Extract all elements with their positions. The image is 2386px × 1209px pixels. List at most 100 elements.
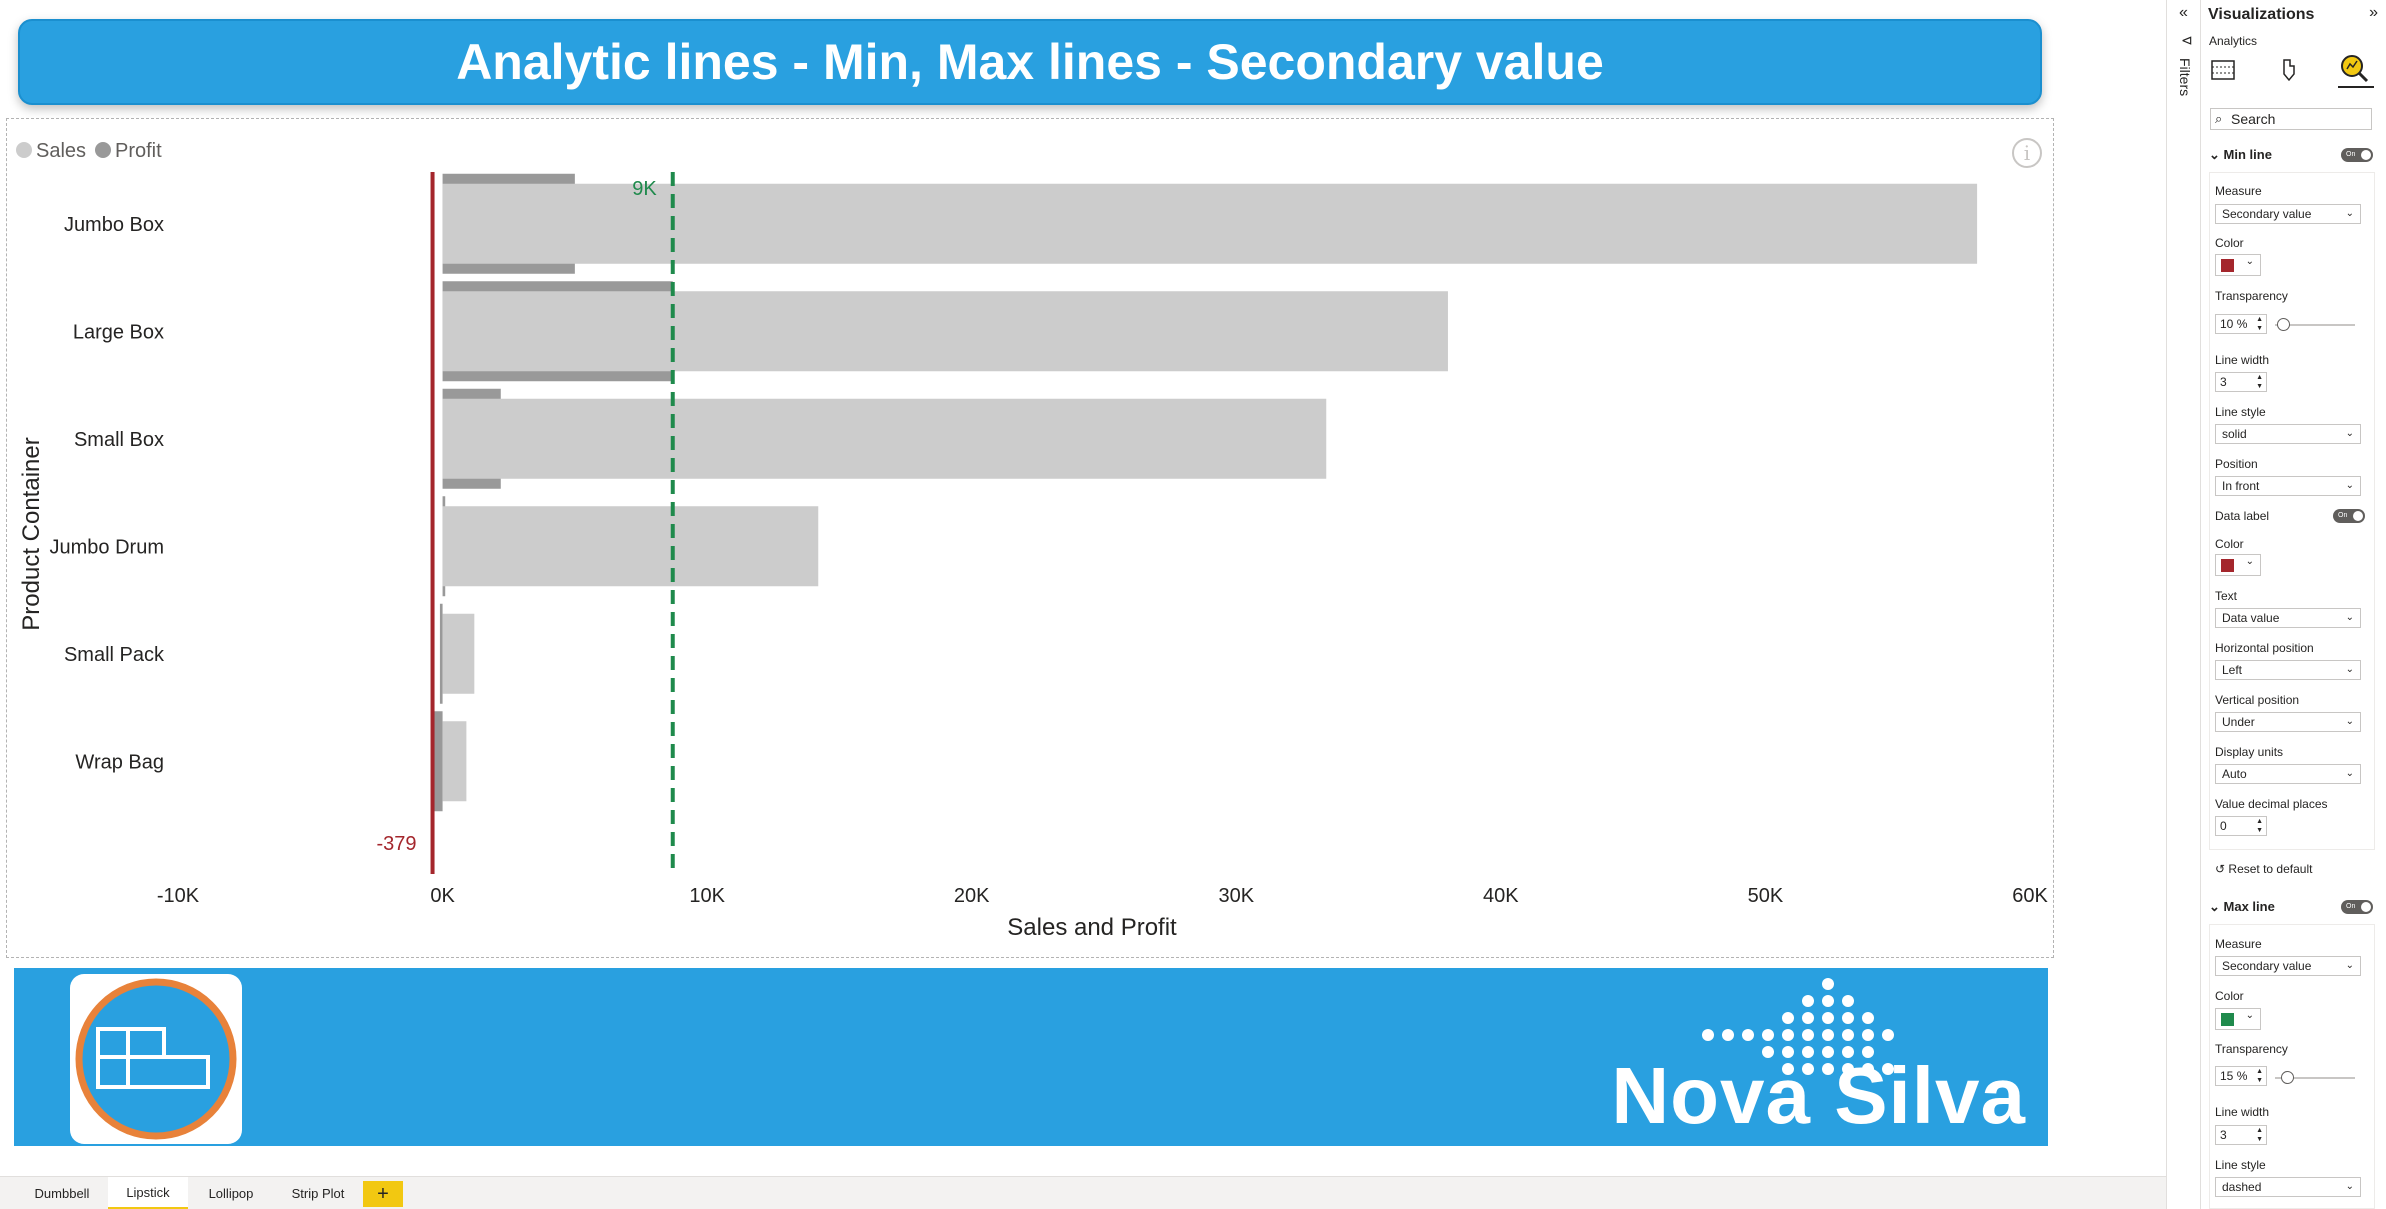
min-line-header[interactable]: ⌄ Min line — [2209, 147, 2272, 162]
x-axis-title: Sales and Profit — [1007, 914, 1177, 941]
min-transparency-slider[interactable] — [2275, 318, 2355, 331]
logo-dot — [1782, 1029, 1794, 1041]
add-page-button[interactable]: + — [363, 1181, 403, 1207]
info-icon[interactable]: i — [2012, 138, 2042, 168]
visualizations-pane: Visualizations » Analytics ⌕ Search ⌄ Mi… — [2200, 0, 2386, 1209]
tab-lollipop[interactable]: Lollipop — [208, 1186, 254, 1201]
fields-icon[interactable] — [2209, 56, 2237, 84]
tab-dumbbell[interactable]: Dumbbell — [34, 1186, 90, 1201]
chevron-down-icon: ⌄ — [2245, 556, 2254, 567]
x-tick-label: 50K — [1748, 885, 1784, 907]
min-transparency-input[interactable]: 10 % ▲ ▼ — [2215, 314, 2267, 334]
logo-dot — [1862, 1046, 1874, 1058]
max-transparency-input[interactable]: 15 % ▲ ▼ — [2215, 1066, 2267, 1086]
min-linestyle-label: Line style — [2215, 405, 2266, 419]
pane-subtitle: Analytics — [2209, 34, 2258, 48]
max-linewidth-input[interactable]: 3 ▲ ▼ — [2215, 1125, 2267, 1145]
color-swatch — [2221, 559, 2234, 572]
dl-text-dropdown[interactable]: Data value ⌄ — [2215, 608, 2361, 628]
spinner-icon[interactable]: ▲ ▼ — [2256, 818, 2263, 834]
analytics-magnifier-icon — [2341, 55, 2369, 83]
max-transparency-label: Transparency — [2215, 1042, 2288, 1056]
logo-dot — [1862, 1029, 1874, 1041]
logo-dot — [1822, 978, 1834, 990]
legend-marker-profit — [95, 142, 111, 158]
slider-knob[interactable] — [2281, 1071, 2294, 1084]
chart-legend[interactable]: Sales Profit — [16, 140, 162, 162]
max-measure-dropdown[interactable]: Secondary value ⌄ — [2215, 956, 2361, 976]
tab-lipstick[interactable]: Lipstick — [108, 1177, 188, 1209]
reset-to-default-link[interactable]: ↺ Reset to default — [2215, 862, 2313, 876]
search-input[interactable]: ⌕ Search — [2210, 108, 2372, 130]
category-label: Jumbo Drum — [50, 536, 164, 558]
logo-dot — [1762, 1046, 1774, 1058]
spinner-icon[interactable]: ▲ ▼ — [2256, 1127, 2263, 1143]
color-swatch — [2221, 259, 2234, 272]
category-label: Large Box — [73, 321, 164, 343]
lipstick-logo-icon — [75, 978, 237, 1140]
x-tick-labels: -10K 0K 10K 20K 30K 40K 50K 60K — [157, 885, 2049, 907]
min-transparency-label: Transparency — [2215, 289, 2288, 303]
logo-dot — [1722, 1029, 1734, 1041]
max-line-header[interactable]: ⌄ Max line — [2209, 899, 2275, 914]
min-line-toggle[interactable]: On — [2341, 148, 2373, 162]
vpos-label: Vertical position — [2215, 693, 2300, 707]
spinner-icon[interactable]: ▲ ▼ — [2256, 1068, 2263, 1084]
hpos-dropdown[interactable]: Left ⌄ — [2215, 660, 2361, 680]
max-color-picker[interactable]: ⌄ — [2215, 1008, 2261, 1030]
logo-dot — [1862, 1012, 1874, 1024]
spinner-icon[interactable]: ▲ ▼ — [2256, 374, 2263, 390]
format-paintbrush-icon[interactable] — [2275, 56, 2303, 84]
title-banner: Analytic lines - Min, Max lines - Second… — [18, 19, 2042, 105]
max-transparency-slider[interactable] — [2275, 1071, 2355, 1084]
vpos-dropdown[interactable]: Under ⌄ — [2215, 712, 2361, 732]
min-position-label: Position — [2215, 457, 2258, 471]
min-measure-dropdown[interactable]: Secondary value ⌄ — [2215, 204, 2361, 224]
tab-strip-plot[interactable]: Strip Plot — [291, 1186, 345, 1201]
x-tick-label: -10K — [157, 885, 200, 907]
page-title: Analytic lines - Min, Max lines - Second… — [456, 34, 1604, 90]
max-line-label: 9K — [632, 178, 657, 200]
chevron-down-icon: ⌄ — [2345, 716, 2354, 727]
logo-dot — [1702, 1029, 1714, 1041]
min-color-picker[interactable]: ⌄ — [2215, 254, 2261, 276]
logo-dot — [1802, 995, 1814, 1007]
min-linewidth-input[interactable]: 3 ▲ ▼ — [2215, 372, 2267, 392]
report-canvas: Analytic lines - Min, Max lines - Second… — [6, 19, 2056, 1146]
sales-bar — [442, 613, 475, 694]
min-linestyle-dropdown[interactable]: solid ⌄ — [2215, 424, 2361, 444]
x-tick-label: 10K — [689, 885, 725, 907]
data-label-toggle[interactable]: On — [2333, 509, 2365, 523]
logo-dot — [1822, 995, 1834, 1007]
filter-icon: ⊲ — [2181, 32, 2193, 48]
min-position-dropdown[interactable]: In front ⌄ — [2215, 476, 2361, 496]
visual-frame[interactable] — [6, 118, 2054, 958]
max-line-toggle[interactable]: On — [2341, 900, 2373, 914]
dl-color-picker[interactable]: ⌄ — [2215, 554, 2261, 576]
category-labels: Jumbo Box Large Box Small Box Jumbo Drum Sma… — [50, 214, 165, 774]
slider-knob[interactable] — [2277, 318, 2290, 331]
hpos-label: Horizontal position — [2215, 641, 2314, 655]
legend-label-sales: Sales — [36, 140, 86, 162]
logo-dot — [1822, 1063, 1834, 1075]
max-linestyle-dropdown[interactable]: dashed ⌄ — [2215, 1177, 2361, 1197]
logo-dot — [1782, 1046, 1794, 1058]
logo-dot — [1782, 1012, 1794, 1024]
decimals-label: Value decimal places — [2215, 797, 2328, 811]
logo-dot — [1802, 1012, 1814, 1024]
chevron-left-double-icon[interactable]: « — [2179, 4, 2188, 21]
min-measure-label: Measure — [2215, 184, 2262, 198]
category-label: Jumbo Box — [64, 214, 164, 236]
spinner-icon[interactable]: ▲ ▼ — [2256, 316, 2263, 332]
chevron-right-double-icon[interactable]: » — [2369, 4, 2378, 21]
category-label: Small Pack — [64, 644, 165, 666]
decimals-input[interactable]: 0 ▲ ▼ — [2215, 816, 2267, 836]
max-color-label: Color — [2215, 989, 2244, 1003]
units-dropdown[interactable]: Auto ⌄ — [2215, 764, 2361, 784]
logo-dot — [1822, 1046, 1834, 1058]
chevron-down-icon: ⌄ — [2245, 1010, 2254, 1021]
analytics-tab[interactable] — [2338, 52, 2374, 88]
color-swatch — [2221, 1013, 2234, 1026]
